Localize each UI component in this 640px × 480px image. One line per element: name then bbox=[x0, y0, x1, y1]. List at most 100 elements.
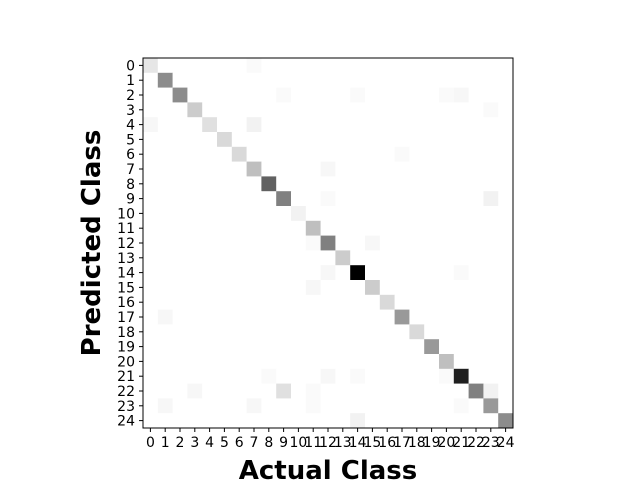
x-tick-label: 23 bbox=[482, 435, 500, 451]
heatmap-cell bbox=[202, 398, 218, 414]
heatmap-cell bbox=[231, 250, 247, 266]
heatmap-cell bbox=[409, 324, 425, 340]
heatmap-cell bbox=[261, 102, 277, 118]
heatmap-cell bbox=[202, 117, 218, 133]
heatmap-cell bbox=[394, 117, 410, 133]
heatmap-cell bbox=[291, 72, 307, 88]
heatmap-cell bbox=[172, 265, 188, 281]
heatmap-cell bbox=[202, 220, 218, 236]
heatmap-cell bbox=[157, 87, 173, 103]
heatmap-cell bbox=[453, 117, 469, 133]
heatmap-cell bbox=[453, 250, 469, 266]
heatmap-cell bbox=[365, 161, 381, 177]
heatmap-cell bbox=[335, 309, 351, 325]
heatmap-cell bbox=[350, 58, 366, 74]
heatmap-cell bbox=[157, 58, 173, 74]
heatmap-cell bbox=[291, 383, 307, 399]
heatmap-cell bbox=[453, 265, 469, 281]
heatmap-cell bbox=[291, 176, 307, 192]
heatmap-cell bbox=[365, 383, 381, 399]
x-tick-label: 10 bbox=[289, 435, 307, 451]
heatmap-cell bbox=[424, 72, 440, 88]
heatmap-cell bbox=[231, 161, 247, 177]
heatmap-cell bbox=[453, 102, 469, 118]
heatmap-cell bbox=[202, 280, 218, 296]
heatmap-cell bbox=[246, 191, 262, 207]
heatmap-cell bbox=[350, 87, 366, 103]
heatmap-cell bbox=[379, 176, 395, 192]
heatmap-cell bbox=[291, 265, 307, 281]
y-tick-label: 3 bbox=[126, 103, 135, 119]
heatmap-cell bbox=[379, 339, 395, 355]
heatmap-cell bbox=[409, 398, 425, 414]
heatmap-cell bbox=[305, 368, 321, 384]
heatmap-cell bbox=[439, 368, 455, 384]
heatmap-cell bbox=[350, 191, 366, 207]
heatmap-cell bbox=[320, 102, 336, 118]
heatmap-cell bbox=[157, 72, 173, 88]
heatmap-cell bbox=[453, 354, 469, 370]
heatmap-cell bbox=[409, 235, 425, 251]
heatmap-cell bbox=[394, 132, 410, 148]
heatmap-cell bbox=[468, 309, 484, 325]
heatmap-cell bbox=[143, 58, 159, 74]
heatmap-cell bbox=[468, 176, 484, 192]
heatmap-cell bbox=[439, 383, 455, 399]
heatmap-cell bbox=[439, 176, 455, 192]
heatmap-cell bbox=[409, 176, 425, 192]
heatmap-cell bbox=[261, 383, 277, 399]
heatmap-cell bbox=[409, 87, 425, 103]
y-tick-label: 21 bbox=[117, 369, 135, 385]
heatmap-cell bbox=[379, 191, 395, 207]
heatmap-cell bbox=[202, 206, 218, 222]
heatmap-cell bbox=[335, 132, 351, 148]
heatmap-cell bbox=[483, 354, 499, 370]
heatmap-cell bbox=[409, 206, 425, 222]
heatmap-cell bbox=[350, 250, 366, 266]
heatmap-cell bbox=[217, 339, 233, 355]
heatmap-cell bbox=[409, 161, 425, 177]
heatmap-cell bbox=[217, 58, 233, 74]
heatmap-cell bbox=[231, 132, 247, 148]
heatmap-cell bbox=[187, 72, 203, 88]
heatmap-cell bbox=[320, 368, 336, 384]
heatmap-cell bbox=[365, 265, 381, 281]
y-tick-label: 17 bbox=[117, 310, 135, 326]
heatmap-cell bbox=[143, 294, 159, 310]
heatmap-cell bbox=[439, 58, 455, 74]
y-tick-label: 12 bbox=[117, 236, 135, 252]
heatmap-cell bbox=[157, 413, 173, 429]
heatmap-cell bbox=[453, 368, 469, 384]
heatmap-cell bbox=[305, 206, 321, 222]
heatmap-cell bbox=[483, 146, 499, 162]
heatmap-cell bbox=[335, 102, 351, 118]
heatmap-cell bbox=[394, 161, 410, 177]
x-tick-label: 2 bbox=[176, 435, 185, 451]
heatmap-cell bbox=[335, 368, 351, 384]
heatmap-cell bbox=[261, 220, 277, 236]
heatmap-cell bbox=[217, 117, 233, 133]
heatmap-cell bbox=[365, 58, 381, 74]
heatmap-cell bbox=[498, 58, 514, 74]
heatmap-cell bbox=[172, 220, 188, 236]
heatmap-cell bbox=[172, 191, 188, 207]
heatmap-cell bbox=[498, 220, 514, 236]
heatmap-cell bbox=[276, 72, 292, 88]
heatmap-cell bbox=[246, 339, 262, 355]
x-tick-label: 11 bbox=[304, 435, 322, 451]
heatmap-cell bbox=[453, 339, 469, 355]
x-tick-label: 20 bbox=[437, 435, 455, 451]
heatmap-cell bbox=[276, 383, 292, 399]
heatmap-cell bbox=[231, 280, 247, 296]
heatmap-cell bbox=[483, 191, 499, 207]
heatmap-cell bbox=[157, 220, 173, 236]
heatmap-cell bbox=[217, 280, 233, 296]
heatmap-cell bbox=[217, 102, 233, 118]
heatmap-cell bbox=[439, 354, 455, 370]
y-axis-title: Predicted Class bbox=[77, 130, 107, 357]
x-tick-label: 16 bbox=[378, 435, 396, 451]
heatmap-cell bbox=[187, 294, 203, 310]
heatmap-cell bbox=[291, 398, 307, 414]
heatmap-cell bbox=[379, 72, 395, 88]
